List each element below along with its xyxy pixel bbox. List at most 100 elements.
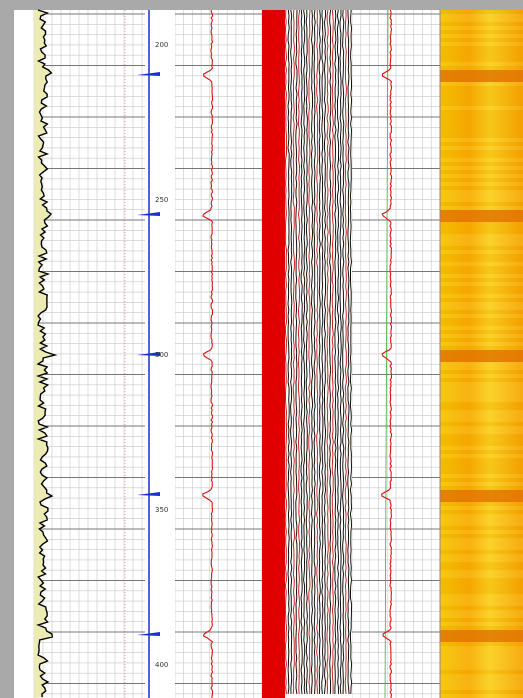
image-band bbox=[440, 674, 523, 678]
image-band bbox=[440, 326, 523, 330]
image-band bbox=[440, 26, 523, 30]
image-band bbox=[440, 290, 523, 294]
image-band bbox=[440, 90, 523, 94]
image-band bbox=[440, 398, 523, 402]
image-band bbox=[440, 346, 523, 350]
wave-red bbox=[262, 10, 285, 698]
image-band bbox=[440, 534, 523, 538]
image-band bbox=[440, 38, 523, 42]
waveform bbox=[336, 9, 340, 695]
image-band bbox=[440, 146, 523, 150]
image-band bbox=[440, 650, 523, 654]
gamma-curve bbox=[36, 9, 58, 698]
image-band bbox=[440, 390, 523, 394]
image-band bbox=[440, 58, 523, 62]
image-band bbox=[440, 410, 523, 414]
image-band bbox=[440, 530, 523, 534]
waveform bbox=[326, 9, 329, 695]
image-band bbox=[440, 454, 523, 458]
gamma-fill bbox=[34, 10, 55, 698]
image-band bbox=[440, 694, 523, 698]
image-band bbox=[440, 406, 523, 410]
image-band bbox=[440, 150, 523, 154]
waveform bbox=[344, 9, 347, 695]
image-band bbox=[440, 438, 523, 442]
image-band bbox=[440, 278, 523, 282]
image-band bbox=[440, 654, 523, 658]
image-band bbox=[440, 670, 523, 674]
image-band bbox=[440, 462, 523, 466]
image-band bbox=[440, 82, 523, 86]
image-band bbox=[440, 510, 523, 514]
image-band bbox=[440, 306, 523, 310]
waveform bbox=[300, 9, 303, 695]
image-band bbox=[440, 254, 523, 258]
image-band bbox=[440, 458, 523, 462]
image-band bbox=[440, 182, 523, 186]
image-band bbox=[440, 30, 523, 34]
image-band bbox=[440, 386, 523, 390]
image-band bbox=[440, 658, 523, 662]
image-band bbox=[440, 214, 523, 218]
image-band bbox=[440, 646, 523, 650]
image-band bbox=[440, 74, 523, 78]
image-band bbox=[440, 414, 523, 418]
image-band bbox=[440, 170, 523, 174]
image-band bbox=[440, 258, 523, 262]
image-band bbox=[440, 154, 523, 158]
waveform bbox=[339, 9, 342, 695]
left-border bbox=[0, 0, 14, 698]
image-band bbox=[440, 490, 523, 494]
image-band bbox=[440, 538, 523, 542]
image-band bbox=[440, 566, 523, 570]
image-band bbox=[440, 554, 523, 558]
image-band bbox=[440, 478, 523, 482]
tracks: 200 250 300 350 400 bbox=[33, 9, 523, 698]
image-band bbox=[440, 190, 523, 194]
image-band bbox=[440, 18, 523, 22]
waveform bbox=[303, 9, 306, 695]
image-band bbox=[440, 606, 523, 610]
blank-track bbox=[14, 10, 34, 698]
image-band bbox=[440, 502, 523, 506]
waveform bbox=[329, 9, 332, 695]
image-band bbox=[440, 594, 523, 598]
waveform bbox=[321, 9, 324, 695]
image-band bbox=[440, 474, 523, 478]
image-band bbox=[440, 242, 523, 246]
image-band bbox=[440, 558, 523, 562]
image-band bbox=[440, 222, 523, 226]
image-band bbox=[440, 542, 523, 546]
image-band bbox=[440, 310, 523, 314]
depth-label: 250 bbox=[155, 196, 168, 204]
image-band bbox=[440, 442, 523, 446]
image-band bbox=[440, 382, 523, 386]
image-band bbox=[440, 14, 523, 18]
image-band bbox=[440, 662, 523, 666]
image-band bbox=[440, 166, 523, 170]
image-band bbox=[440, 506, 523, 510]
image-band bbox=[440, 610, 523, 614]
image-band bbox=[440, 350, 523, 354]
image-band bbox=[440, 130, 523, 134]
image-band bbox=[440, 294, 523, 298]
image-band bbox=[440, 106, 523, 110]
depth-marker bbox=[137, 72, 160, 76]
image-band bbox=[440, 42, 523, 46]
image-band bbox=[440, 434, 523, 438]
image-band bbox=[440, 686, 523, 690]
image-band bbox=[440, 466, 523, 470]
image-band bbox=[440, 366, 523, 370]
image-band bbox=[440, 122, 523, 126]
image-band bbox=[440, 194, 523, 198]
image-band bbox=[440, 642, 523, 646]
image-band bbox=[440, 590, 523, 594]
waveform bbox=[323, 9, 327, 695]
image-band bbox=[440, 62, 523, 66]
image-band bbox=[440, 10, 523, 14]
image-band bbox=[440, 578, 523, 582]
image-band bbox=[440, 218, 523, 222]
image-band bbox=[440, 274, 523, 278]
image-band bbox=[440, 198, 523, 202]
image-band bbox=[440, 334, 523, 338]
